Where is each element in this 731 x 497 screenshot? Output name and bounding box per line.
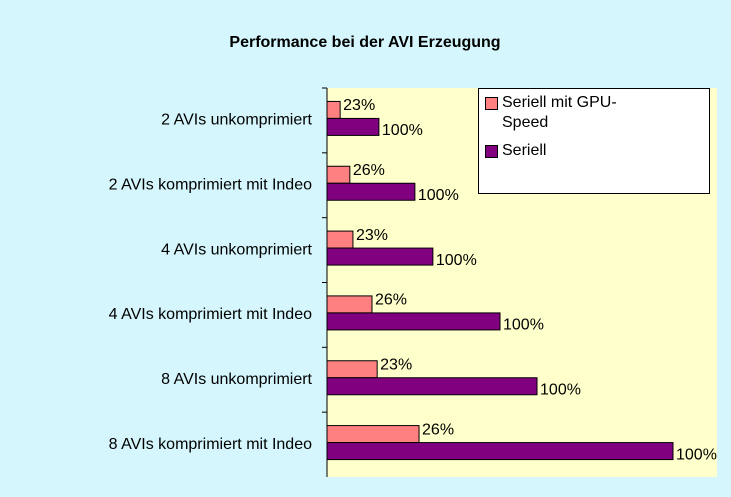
data-label: 23%: [380, 356, 412, 373]
data-label: 100%: [540, 381, 581, 398]
bar: [326, 100, 341, 119]
data-label: 100%: [382, 122, 423, 139]
y-tick-label: 8 AVIs unkomprimiert: [161, 371, 312, 388]
legend-swatch: [485, 145, 498, 158]
legend-swatch: [485, 97, 498, 110]
y-tick-label: 4 AVIs komprimiert mit Indeo: [109, 306, 312, 323]
data-label: 23%: [343, 97, 375, 114]
legend-item: Seriell: [485, 141, 703, 161]
data-label: 26%: [353, 162, 385, 179]
y-tick-label: 2 AVIs komprimiert mit Indeo: [109, 176, 312, 193]
bar: [326, 182, 416, 201]
legend-label: Seriell: [502, 142, 547, 159]
legend: Seriell mit GPU-Speed Seriell: [478, 88, 710, 194]
bar: [326, 230, 354, 249]
data-label: 23%: [356, 227, 388, 244]
y-tick-label: 4 AVIs unkomprimiert: [161, 241, 312, 258]
bar: [326, 442, 674, 461]
y-tick-label: 8 AVIs komprimiert mit Indeo: [109, 436, 312, 453]
bar: [326, 165, 351, 184]
bar: [326, 117, 380, 136]
legend-label: Seriell mit GPU-Speed: [502, 94, 617, 131]
chart-title: Performance bei der AVI Erzeugung: [229, 34, 500, 51]
bar: [326, 312, 501, 331]
bar: [326, 425, 420, 444]
y-tick-label: 2 AVIs unkomprimiert: [161, 112, 312, 129]
data-label: 100%: [418, 187, 459, 204]
bar: [326, 360, 378, 379]
data-label: 26%: [422, 421, 454, 438]
bar: [326, 377, 538, 396]
data-label: 26%: [375, 292, 407, 309]
data-label: 100%: [676, 446, 717, 463]
data-label: 100%: [436, 252, 477, 269]
bar: [326, 247, 434, 266]
bar: [326, 295, 373, 314]
data-label: 100%: [503, 317, 544, 334]
legend-item: Seriell mit GPU-Speed: [485, 93, 703, 133]
